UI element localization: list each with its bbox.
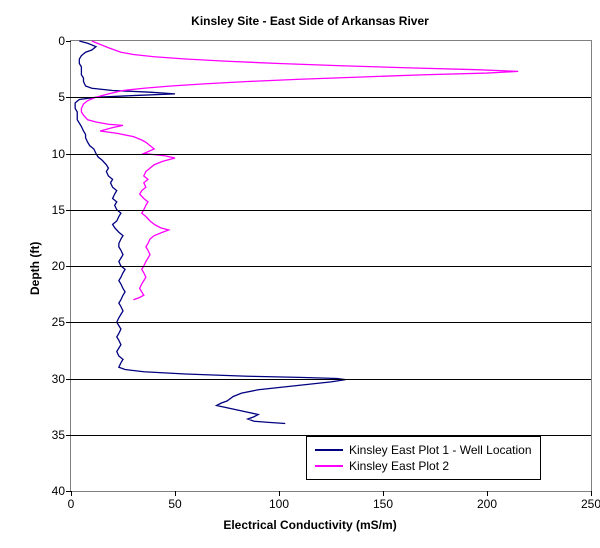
ytick-label: 30: [35, 372, 65, 386]
ytick-mark: [66, 322, 71, 323]
ytick-label: 15: [35, 203, 65, 217]
xtick-label: 200: [477, 497, 497, 511]
xtick-mark: [279, 491, 280, 496]
ytick-label: 10: [35, 147, 65, 161]
ytick-label: 40: [35, 484, 65, 498]
ytick-mark: [66, 210, 71, 211]
series-line: [75, 41, 345, 424]
xtick-label: 150: [373, 497, 393, 511]
legend-label: Kinsley East Plot 1 - Well Location: [349, 443, 532, 457]
gridline: [71, 322, 591, 323]
ytick-mark: [66, 435, 71, 436]
ytick-mark: [66, 379, 71, 380]
ytick-mark: [66, 97, 71, 98]
ytick-mark: [66, 266, 71, 267]
legend: Kinsley East Plot 1 - Well Location Kinsl…: [306, 436, 541, 480]
gridline: [71, 154, 591, 155]
legend-swatch: [315, 449, 343, 451]
ytick-label: 5: [35, 90, 65, 104]
xtick-label: 250: [581, 497, 600, 511]
legend-label: Kinsley East Plot 2: [349, 459, 449, 473]
ytick-mark: [66, 154, 71, 155]
chart-title: Kinsley Site - East Side of Arkansas Riv…: [10, 14, 600, 28]
xtick-mark: [175, 491, 176, 496]
xtick-mark: [71, 491, 72, 496]
xtick-mark: [591, 491, 592, 496]
chart-container: Kinsley Site - East Side of Arkansas Riv…: [10, 10, 600, 538]
y-axis-label: Depth (ft): [28, 242, 42, 295]
xtick-mark: [487, 491, 488, 496]
legend-item: Kinsley East Plot 2: [315, 459, 532, 473]
x-axis-label: Electrical Conductivity (mS/m): [10, 518, 600, 532]
legend-item: Kinsley East Plot 1 - Well Location: [315, 443, 532, 457]
ytick-label: 0: [35, 34, 65, 48]
ytick-mark: [66, 41, 71, 42]
gridline: [71, 266, 591, 267]
series-line: [81, 41, 518, 300]
legend-swatch: [315, 465, 343, 467]
plot-area: Kinsley East Plot 1 - Well Location Kinsl…: [70, 40, 592, 492]
gridline: [71, 210, 591, 211]
xtick-mark: [383, 491, 384, 496]
xtick-label: 50: [168, 497, 181, 511]
gridline: [71, 379, 591, 380]
gridline: [71, 435, 591, 436]
ytick-label: 25: [35, 315, 65, 329]
xtick-label: 0: [68, 497, 75, 511]
gridline: [71, 97, 591, 98]
ytick-label: 35: [35, 428, 65, 442]
xtick-label: 100: [269, 497, 289, 511]
